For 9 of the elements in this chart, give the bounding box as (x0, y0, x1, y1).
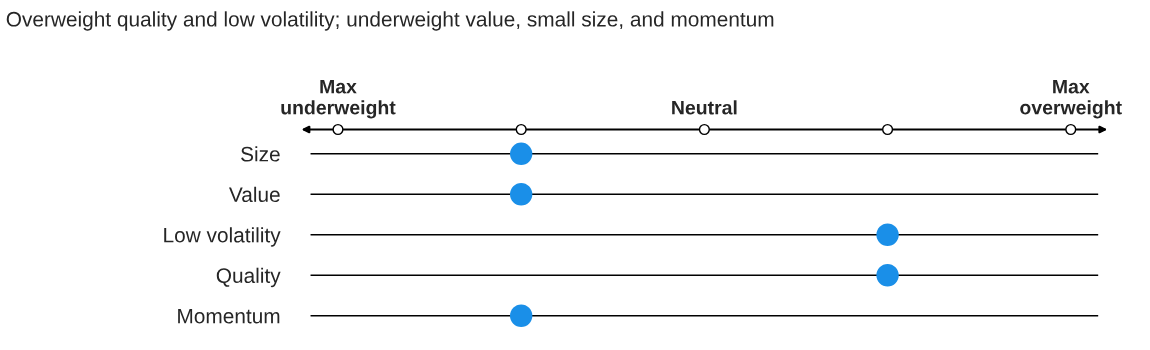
y-tick-label: Low volatility (164, 227, 281, 247)
chart-title: Overweight quality and low volatility; underweight value, small size, and momentum (6, 11, 774, 31)
text: Max underweight (281, 79, 396, 119)
text: Neutral (672, 100, 737, 115)
y-tick-label: Size (241, 146, 280, 162)
text: Max overweight (1020, 79, 1122, 119)
y-tick-label: Momentum (178, 308, 280, 324)
y-tick-label: Quality (216, 267, 281, 288)
y-tick-label: Value (228, 186, 280, 203)
